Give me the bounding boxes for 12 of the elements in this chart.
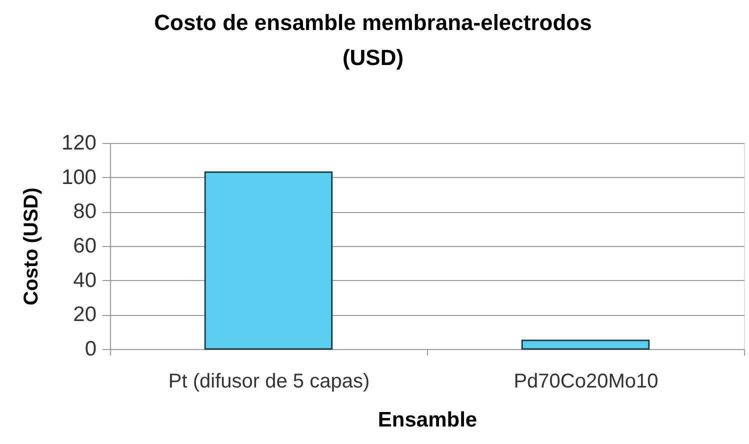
y-tick-label: 100 — [61, 166, 96, 189]
y-axis-title: Costo (USD) — [20, 188, 42, 306]
x-tick-label: Pd70Co20Mo10 — [514, 370, 658, 392]
y-tick-label: 80 — [73, 200, 96, 224]
y-tick-label: 120 — [61, 132, 96, 154]
x-tick-label: Pt (difusor de 5 capas) — [168, 370, 370, 392]
y-tick-label: 60 — [73, 234, 96, 258]
x-axis-title: Ensamble — [378, 408, 478, 432]
y-tick-label: 0 — [84, 338, 96, 360]
y-tick-label: 40 — [73, 268, 96, 292]
y-tick-label: 20 — [73, 303, 96, 326]
chart-title: Costo de ensamble membrana-electrodos (USD) — [154, 10, 592, 70]
